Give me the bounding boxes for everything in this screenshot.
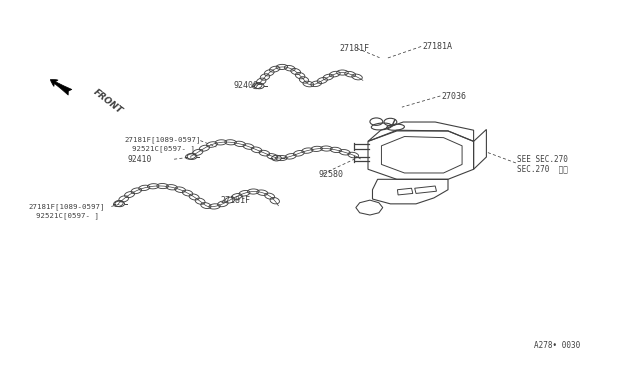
Text: SEC.270  参照: SEC.270 参照 <box>517 164 568 173</box>
Text: A278• 0030: A278• 0030 <box>534 341 580 350</box>
Text: 27181F[1089-0597]: 27181F[1089-0597] <box>29 203 106 210</box>
Text: 27181F: 27181F <box>221 196 251 205</box>
Text: SEE SEC.270: SEE SEC.270 <box>517 155 568 164</box>
Text: 27181A: 27181A <box>422 42 452 51</box>
Text: 92521C[0597- ]: 92521C[0597- ] <box>36 212 99 219</box>
Text: 92410: 92410 <box>128 155 152 164</box>
Text: 92521C[0597- ]: 92521C[0597- ] <box>132 145 195 152</box>
Text: 27181F: 27181F <box>339 44 369 53</box>
Text: 92400: 92400 <box>234 81 259 90</box>
Text: 92580: 92580 <box>319 170 344 179</box>
Text: 27036: 27036 <box>442 92 467 101</box>
Text: FRONT: FRONT <box>92 87 124 115</box>
Text: 27181F[1089-0597]: 27181F[1089-0597] <box>125 136 202 143</box>
